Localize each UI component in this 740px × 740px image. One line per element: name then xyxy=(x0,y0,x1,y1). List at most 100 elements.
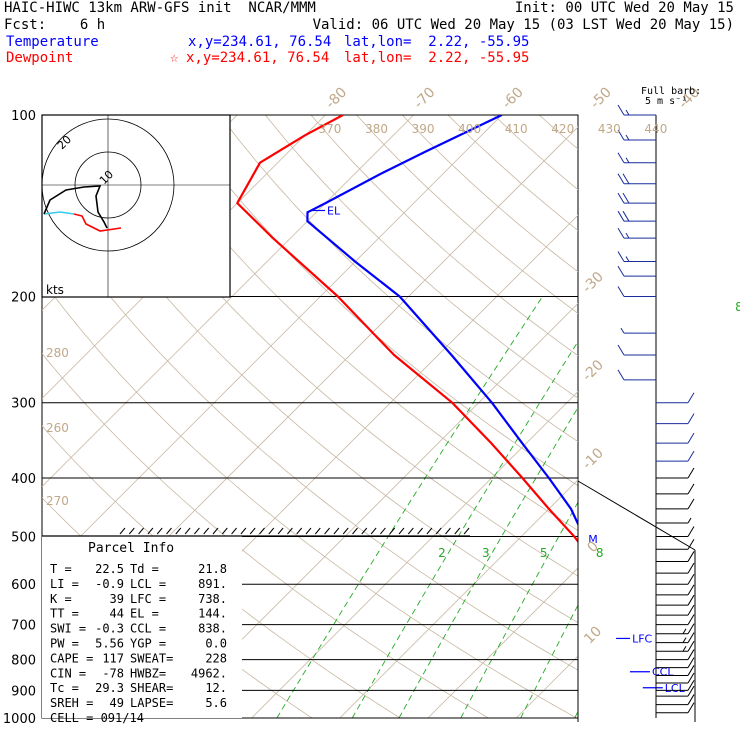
dewpoint-star-icon: ☆ xyxy=(170,50,179,66)
wind-barb-flag xyxy=(617,344,625,356)
parcel-hatch-tick xyxy=(361,527,368,535)
isentrope-label: 430 xyxy=(598,122,621,136)
parcel-hatch-tick xyxy=(147,527,154,535)
wind-barb-flag xyxy=(617,265,625,277)
pressure-tick-label: 300 xyxy=(11,397,36,412)
parcel-stat-name: YGP = xyxy=(130,637,166,651)
isotherm-label: 10 xyxy=(581,623,605,647)
parcel-stat-value: 5.6 xyxy=(205,696,227,710)
wind-barb-half xyxy=(687,517,692,524)
parcel-hatch-tick xyxy=(333,527,340,535)
parcel-stat-value: 21.8 xyxy=(198,562,227,576)
parcel-hatch-tick xyxy=(194,527,200,535)
parcel-hatch-tick xyxy=(277,527,284,535)
parcel-stat-name: LFC = xyxy=(130,592,166,606)
parcel-stat-value: 228 xyxy=(205,651,227,665)
isentrope-label: 280 xyxy=(46,346,69,360)
pressure-tick-label: 1000 xyxy=(3,712,36,727)
parcel-stat-value: 29.3 xyxy=(95,681,124,695)
wind-barb-flag xyxy=(617,173,625,184)
wind-barb-flag xyxy=(687,498,695,510)
isentrope-label: 440 xyxy=(644,122,667,136)
parcel-stat-name: K = xyxy=(50,592,72,606)
temperature-latlon: lat,lon= 2.22, -55.95 xyxy=(344,34,530,50)
parcel-stat-value: 0.0 xyxy=(205,637,227,651)
parcel-hatch-tick xyxy=(342,527,349,535)
wind-panel-edge xyxy=(577,480,696,551)
parcel-stat-name: SWEAT= xyxy=(130,651,173,665)
parcel-stat-value: 49 xyxy=(110,696,124,710)
parcel-hatch-tick xyxy=(454,527,461,535)
dry-adiabat xyxy=(219,115,578,443)
wind-barb-half xyxy=(625,109,630,116)
wind-barb-flag xyxy=(687,657,695,668)
parcel-hatch-tick xyxy=(231,527,237,535)
pressure-tick-label: 200 xyxy=(11,291,36,306)
isotherm-line xyxy=(693,115,740,718)
wind-barb-flag xyxy=(687,413,695,424)
parcel-level-label-el: EL xyxy=(327,204,341,217)
wind-barb-flag xyxy=(687,551,695,562)
dry-adiabat xyxy=(264,115,578,399)
forecast-hour: Fcst: 6 h xyxy=(4,17,106,33)
isotherm-line xyxy=(42,115,503,576)
wind-barb-flag xyxy=(617,152,625,164)
isentrope-label: 380 xyxy=(365,122,388,136)
parcel-stat-name: SREH = xyxy=(50,696,93,710)
dewpoint-profile xyxy=(236,115,578,544)
wind-barb-flag xyxy=(687,584,695,596)
parcel-hatch-tick xyxy=(370,527,377,535)
parcel-stat-value: 44 xyxy=(110,607,124,621)
parcel-hatch-tick xyxy=(221,527,228,535)
parcel-stat-name: CIN = xyxy=(50,666,86,680)
temperature-profile xyxy=(306,115,578,527)
isotherm-line xyxy=(427,567,578,718)
isotherm-label: -10 xyxy=(579,445,606,472)
parcel-stat-value: 838. xyxy=(198,622,227,636)
parcel-hatch-tick xyxy=(296,527,303,535)
wind-barb-flag xyxy=(687,562,695,574)
hodograph-trace-high xyxy=(43,185,108,229)
parcel-hatch-tick xyxy=(166,527,172,535)
isotherm-line xyxy=(604,115,740,718)
wind-barb-flag xyxy=(687,623,695,635)
wind-barb-flag xyxy=(687,432,695,444)
parcel-stat-name: TT = xyxy=(50,607,79,621)
wind-barb-half xyxy=(682,628,687,635)
dewpoint-xy: x,y=234.61, 76.54 xyxy=(186,50,330,66)
pressure-tick-label: 800 xyxy=(11,654,36,669)
wind-barb-flag xyxy=(687,538,695,550)
pressure-tick-label: 100 xyxy=(11,109,36,124)
isentrope-label: 270 xyxy=(46,494,69,508)
parcel-info-panel: Parcel Info T = 22.5 Td = 21.8 LI = -0.9 LCL = 8… xyxy=(42,527,470,725)
mixing-ratio-line xyxy=(715,297,740,719)
pressure-tick-label: 900 xyxy=(11,684,36,699)
dewpoint-latlon: lat,lon= 2.22, -55.95 xyxy=(344,50,530,66)
parcel-stat-name: CAPE = xyxy=(50,651,93,665)
dry-adiabat xyxy=(42,122,578,624)
dry-adiabat xyxy=(42,279,577,718)
parcel-stat-value: 738. xyxy=(198,592,227,606)
isentrope-label: 260 xyxy=(46,421,69,435)
parcel-stat-value: 12. xyxy=(205,681,227,695)
parcel-hatch-tick xyxy=(128,527,135,535)
dry-adiabat xyxy=(722,115,740,718)
isentrope-label: 420 xyxy=(551,122,574,136)
parcel-hatch-tick xyxy=(407,527,414,535)
model-title: HAIC-HIWC 13km ARW-GFS init NCAR/MMM xyxy=(4,0,316,16)
dry-adiabat xyxy=(676,115,740,718)
parcel-stat-value: 22.5 xyxy=(95,562,124,576)
isotherm-line xyxy=(42,115,414,488)
pressure-tick-label: 600 xyxy=(11,578,36,593)
wind-barb-flag xyxy=(687,483,695,495)
parcel-stat-value: 4962. xyxy=(191,666,227,680)
temperature-xy: x,y=234.61, 76.54 xyxy=(188,34,332,50)
parcel-hatch-tick xyxy=(212,527,219,535)
dry-adiabat xyxy=(42,352,489,718)
dry-adiabat xyxy=(128,115,578,531)
parcel-hatch-tick xyxy=(305,527,312,535)
parcel-hatch-tick xyxy=(445,527,451,535)
parcel-stat-name: EL = xyxy=(130,607,159,621)
hodograph-trace-mid xyxy=(43,211,75,215)
